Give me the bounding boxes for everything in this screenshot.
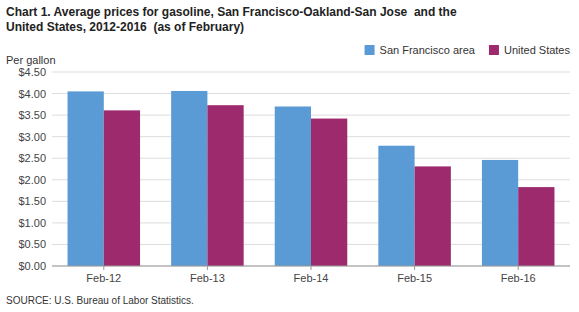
x-tick	[207, 266, 208, 270]
bar	[68, 91, 104, 266]
bar	[171, 91, 207, 266]
y-tick-label: $3.50	[18, 109, 46, 121]
bar	[378, 146, 414, 266]
bar	[207, 105, 243, 266]
y-axis-label: Per gallon	[6, 54, 56, 66]
y-tick-label: $4.00	[18, 88, 46, 100]
grid-line	[52, 72, 570, 73]
legend-swatch	[365, 45, 375, 55]
x-tick-label: Feb-12	[86, 272, 121, 284]
bar	[311, 119, 347, 266]
y-tick-label: $1.00	[18, 217, 46, 229]
x-tick	[518, 266, 519, 270]
source-note: SOURCE: U.S. Bureau of Labor Statistics.	[6, 295, 194, 306]
bar	[415, 166, 451, 266]
x-tick-label: Feb-15	[397, 272, 432, 284]
bar	[482, 160, 518, 266]
bar	[518, 187, 554, 266]
legend-label: United States	[504, 44, 571, 56]
y-tick-label: $0.00	[18, 260, 46, 272]
x-tick-label: Feb-13	[190, 272, 225, 284]
legend: United States San Francisco area	[365, 44, 571, 56]
grid	[52, 72, 570, 266]
x-tick	[414, 266, 415, 270]
y-tick-label: $4.50	[18, 66, 46, 78]
bars	[68, 91, 555, 266]
legend-swatch	[489, 45, 499, 55]
y-tick-label: $1.50	[18, 195, 46, 207]
x-tick	[311, 266, 312, 270]
y-tick-label: $3.00	[18, 131, 46, 143]
y-tick-label: $2.50	[18, 152, 46, 164]
legend-label: San Francisco area	[380, 44, 476, 56]
title: Chart 1. Average prices for gasoline, Sa…	[6, 5, 457, 34]
x-tick	[103, 266, 104, 270]
bar	[104, 110, 140, 266]
chart: Chart 1. Average prices for gasoline, Sa…	[0, 0, 579, 312]
x-tick-label: Feb-14	[294, 272, 329, 284]
grid-line	[52, 93, 570, 94]
y-tick-label: $2.00	[18, 174, 46, 186]
y-tick-label: $0.50	[18, 238, 46, 250]
bar	[275, 106, 311, 266]
x-tick-label: Feb-16	[501, 272, 536, 284]
